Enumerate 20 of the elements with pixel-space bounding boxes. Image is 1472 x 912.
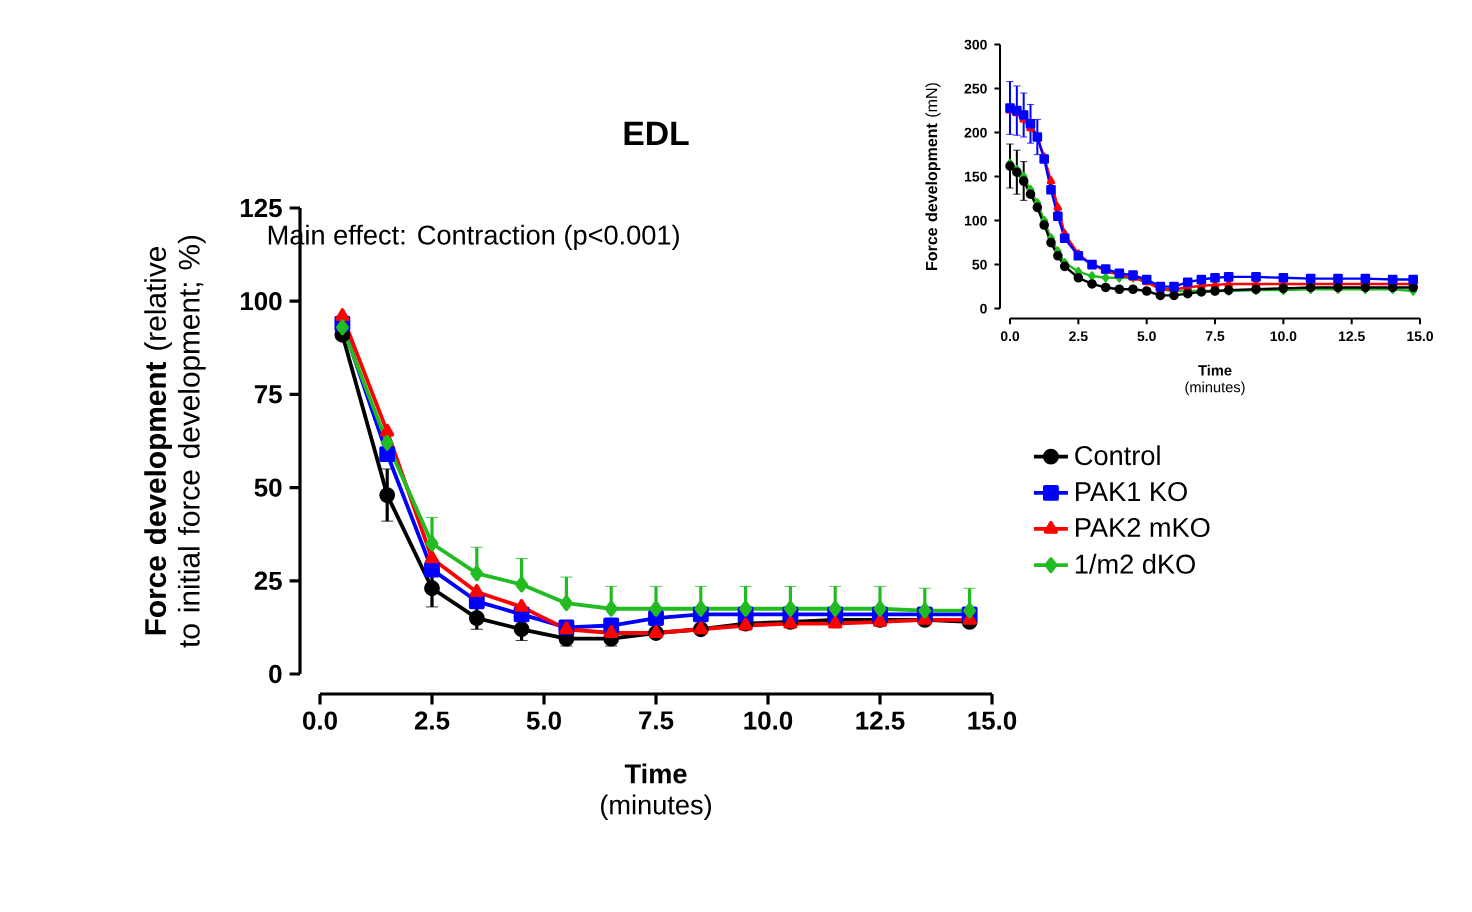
x-tick-label: 7.5 xyxy=(639,711,674,730)
y-tick-label: 75 xyxy=(254,385,282,404)
x-tick-label: 2.5 xyxy=(414,711,450,730)
y-axis-title: Force development (mN) xyxy=(925,83,941,270)
legend-label: PAK1 KO xyxy=(1076,481,1187,502)
legend-label: 1/m2 dKO xyxy=(1075,553,1195,574)
y-tick-label: 25 xyxy=(254,571,282,590)
chart-title: EDL xyxy=(624,121,689,145)
y-tick-label: 100 xyxy=(240,292,282,311)
x-axis-title: Time (minutes) xyxy=(601,763,711,820)
y-tick-label: 50 xyxy=(254,478,282,497)
legend-label: PAK2 mKO xyxy=(1076,517,1210,538)
x-tick-label: 12.5 xyxy=(856,711,905,730)
y-tick-label: 125 xyxy=(240,198,282,218)
x-tick-label: 15.0 xyxy=(968,711,1017,730)
x-tick-label: 5.0 xyxy=(526,711,561,730)
y-tick-label: 0 xyxy=(269,664,282,684)
legend-label: Control xyxy=(1075,445,1160,466)
x-tick-label: 10.0 xyxy=(744,711,793,730)
x-tick-label: 0.0 xyxy=(303,711,337,730)
